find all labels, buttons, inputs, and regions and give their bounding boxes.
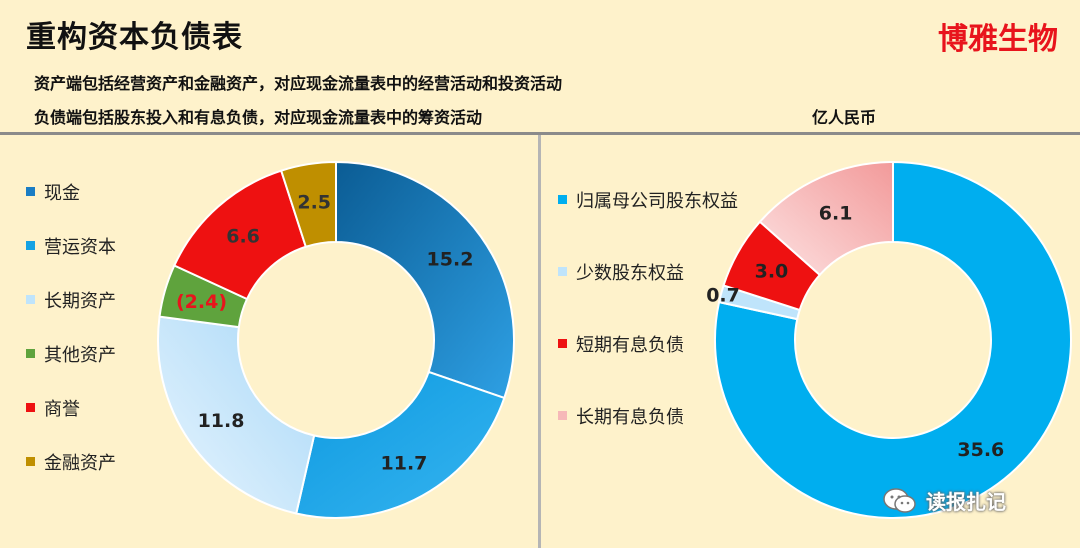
- data-label: 11.7: [381, 452, 428, 474]
- data-label: 11.8: [198, 410, 245, 432]
- legend-label: 少数股东权益: [576, 263, 684, 284]
- legend-label: 其他资产: [44, 345, 116, 366]
- legend-label: 商誉: [44, 399, 80, 420]
- legend-swatch: [26, 457, 35, 466]
- legend-label: 短期有息负债: [576, 335, 684, 356]
- legend-swatch: [26, 187, 35, 196]
- legend-label: 长期资产: [44, 291, 116, 312]
- legend-label: 金融资产: [44, 453, 116, 474]
- donut-slice-3: [758, 160, 894, 277]
- watermark: 读报扎记: [882, 486, 1006, 515]
- legend-label: 营运资本: [44, 237, 116, 258]
- description-liabilities: 负债端包括股东投入和有息负债，对应现金流量表中的筹资活动: [34, 108, 483, 127]
- watermark-text: 读报扎记: [926, 490, 1006, 514]
- donut-slice-0: [335, 160, 515, 400]
- assets-donut-chart: 15.2 11.7 11.8 (2.4) 6.6 2.5: [157, 160, 515, 519]
- donut-slice-2: [157, 315, 316, 515]
- legend-swatch: [558, 267, 567, 276]
- wechat-icon: [882, 487, 918, 515]
- panel-divider: [538, 135, 541, 548]
- legend-label: 归属母公司股东权益: [576, 191, 738, 212]
- legend-label: 长期有息负债: [576, 407, 684, 428]
- data-label: 0.7: [706, 284, 740, 306]
- legend-swatch: [26, 403, 35, 412]
- description-assets: 资产端包括经营资产和金融资产，对应现金流量表中的经营活动和投资活动: [34, 74, 563, 93]
- data-label: (2.4): [176, 291, 227, 313]
- page-title: 重构资本负债表: [26, 20, 243, 55]
- donut-slice-0: [714, 160, 1072, 519]
- unit-label: 亿人民币: [812, 108, 877, 127]
- data-label: 15.2: [427, 249, 474, 271]
- legend-swatch: [558, 411, 567, 420]
- donut-slice-5: [279, 160, 337, 249]
- data-label: 6.6: [226, 225, 260, 247]
- legend-label: 现金: [44, 183, 80, 204]
- data-label: 3.0: [755, 261, 789, 283]
- liabilities-donut-chart: 35.6 0.7 3.0 6.1: [706, 160, 1072, 519]
- donut-slice-1: [295, 370, 506, 519]
- data-label: 6.1: [819, 202, 853, 224]
- legend-swatch: [26, 241, 35, 250]
- legend-swatch: [558, 339, 567, 348]
- data-label: 2.5: [297, 192, 331, 214]
- header-divider: [0, 132, 1080, 135]
- company-name: 博雅生物: [938, 22, 1058, 57]
- data-label: 35.6: [957, 439, 1004, 461]
- legend-swatch: [26, 295, 35, 304]
- legend-swatch: [558, 195, 567, 204]
- legend-swatch: [26, 349, 35, 358]
